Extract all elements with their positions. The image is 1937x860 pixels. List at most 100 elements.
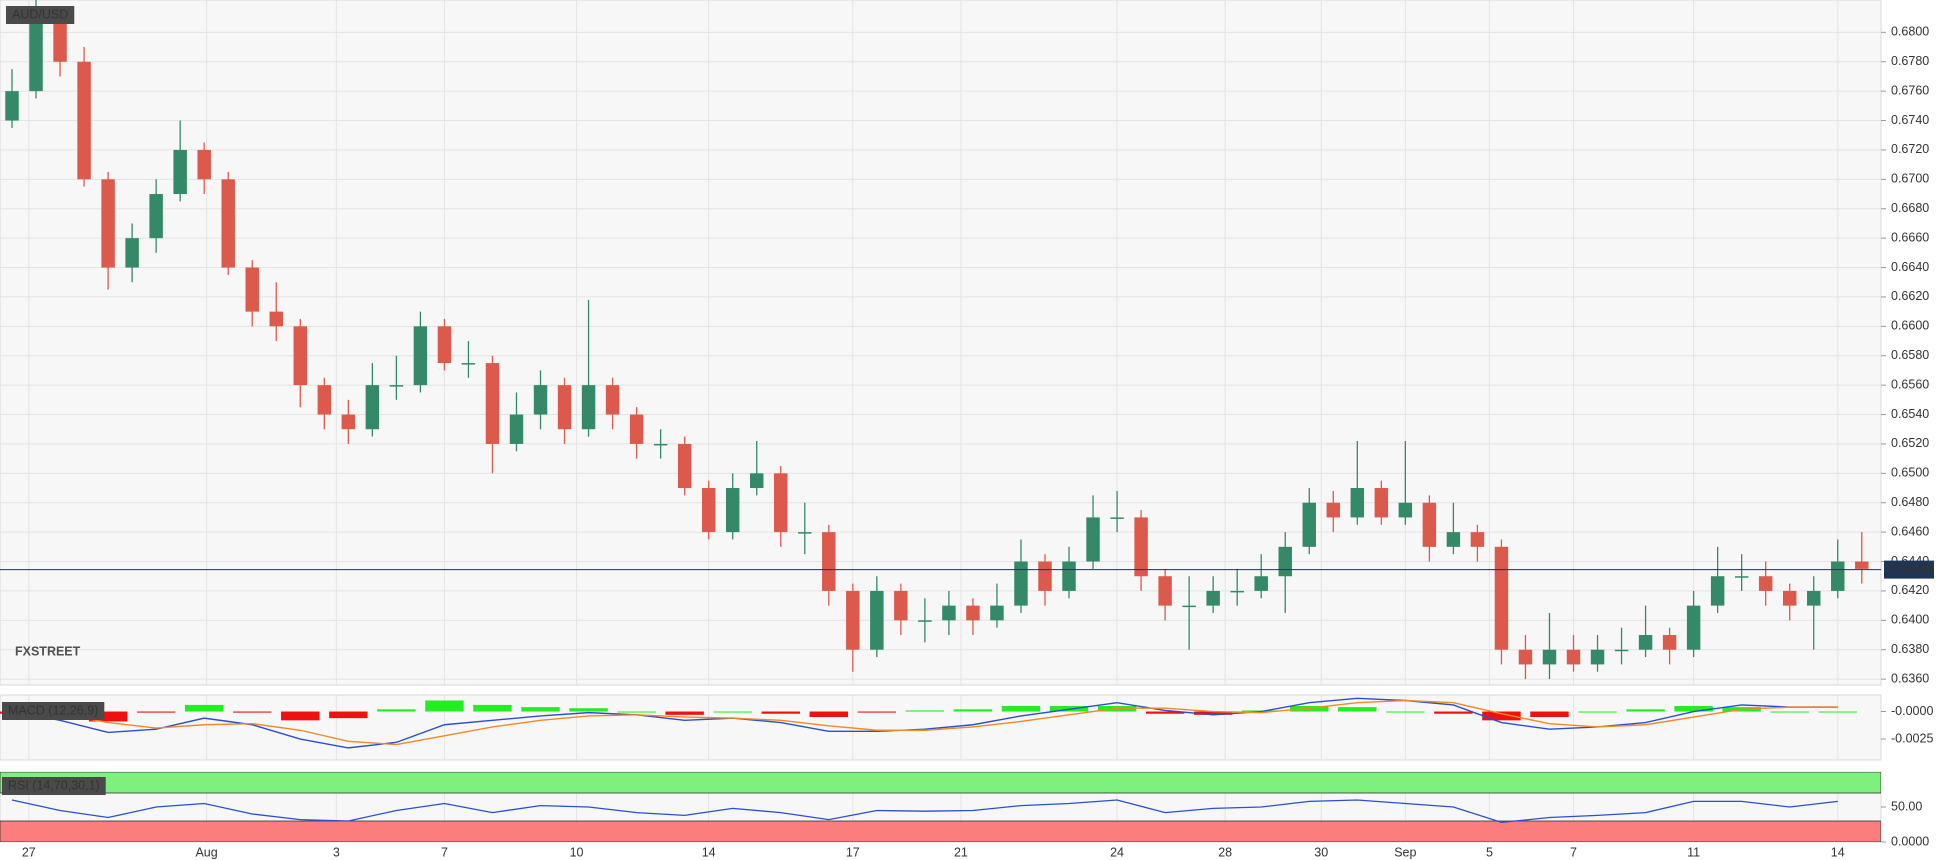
histogram-bar [1145, 711, 1185, 714]
y-tick-label: 0.6380 [1891, 642, 1929, 656]
panel-label-box [2, 702, 105, 720]
x-tick-label: Aug [195, 845, 217, 859]
candle-body [774, 473, 788, 533]
histogram-bar [809, 711, 849, 718]
candle-body [1758, 576, 1773, 591]
histogram-bar [617, 711, 656, 713]
candle-body [894, 590, 908, 621]
last-price-box [1884, 560, 1934, 579]
y-tick-label: 0.6520 [1891, 436, 1929, 450]
histogram-bar [1434, 711, 1473, 714]
indicator-line [11, 699, 1838, 746]
candle-body [1134, 517, 1148, 577]
candle-body [1734, 576, 1749, 578]
histogram-bar [1386, 711, 1425, 713]
x-tick-label: 3 [333, 845, 340, 859]
x-tick-label: 30 [1314, 845, 1328, 859]
candle-body [1855, 561, 1869, 569]
candle-body [1422, 502, 1437, 547]
candle-body [413, 326, 428, 386]
histogram-bar [1001, 706, 1041, 712]
candle-body [990, 605, 1004, 621]
candle-body [1086, 517, 1100, 562]
y-tick-label: -0.0000 [1891, 704, 1933, 718]
panel-label-box [6, 6, 75, 24]
candle-body [53, 17, 67, 62]
histogram-bar [1818, 711, 1857, 713]
candle-body [1494, 546, 1509, 650]
candle-body [749, 473, 764, 489]
candle-body [341, 414, 356, 430]
histogram-bar [233, 711, 272, 713]
candle-body [1110, 517, 1124, 519]
candle-body [822, 532, 836, 591]
histogram-bar [377, 709, 416, 712]
y-tick-label: 0.6640 [1891, 260, 1929, 274]
x-tick-label: 7 [1570, 845, 1577, 859]
panel-label: AUD/USD [12, 7, 68, 21]
candle-body [293, 326, 308, 386]
histogram-bar [1482, 711, 1521, 721]
histogram-bar [521, 707, 560, 712]
candle-body [1686, 605, 1701, 650]
candle-body [870, 590, 884, 650]
candle-body [1374, 488, 1389, 518]
x-tick-label: 28 [1218, 845, 1232, 859]
candle-body [1590, 649, 1605, 665]
histogram-bar [1338, 707, 1377, 712]
rsi-line [11, 799, 1838, 824]
candle-body [461, 363, 476, 365]
y-tick-label: 0.6460 [1891, 524, 1929, 538]
x-tick-label: 24 [1110, 845, 1124, 859]
candle-body [533, 385, 548, 415]
candle-body [173, 149, 187, 195]
candle-body [677, 443, 692, 489]
histogram-bar [88, 711, 128, 722]
candle-body [269, 311, 283, 327]
candle-body [1710, 576, 1725, 606]
histogram-bar [1674, 706, 1713, 712]
candle-body [918, 620, 932, 622]
candle-body [557, 385, 572, 430]
panel-background [0, 0, 1882, 686]
histogram-bar [1770, 711, 1809, 713]
plot-area [0, 695, 1857, 760]
y-tick-label: 0.0000 [1891, 834, 1929, 848]
y-tick-label: 50.00 [1891, 799, 1922, 813]
candle-body [149, 194, 163, 239]
candle-body [1638, 635, 1653, 650]
candle-body [629, 414, 644, 444]
histogram-bar [425, 700, 464, 712]
x-tick-label: 14 [702, 845, 716, 859]
panel-label: RSI (14,70,30,1) [8, 778, 100, 792]
y-tick-label: 0.6740 [1891, 113, 1929, 127]
candle-body [1350, 488, 1365, 518]
x-tick-label: 5 [1486, 845, 1493, 859]
candle-body [1182, 605, 1196, 608]
candle-body [581, 385, 596, 430]
y-tick-label: 0.6560 [1891, 377, 1929, 391]
candle-body [605, 385, 620, 415]
panel-label-box [2, 777, 106, 795]
histogram-bar [1578, 711, 1617, 713]
panel-label: MACD (12,26,9) [8, 703, 98, 717]
y-tick-label: 0.6480 [1891, 495, 1929, 509]
histogram-bar [184, 704, 224, 712]
y-tick-label: 0.6540 [1891, 407, 1929, 421]
candle-body [5, 91, 19, 121]
candle-body [1662, 635, 1677, 650]
candle-body [1782, 590, 1797, 606]
histogram-bar [905, 710, 945, 712]
y-tick-label: 0.6360 [1891, 671, 1929, 685]
histogram-bar [136, 711, 176, 713]
x-tick-label: 11 [1687, 845, 1700, 859]
candle-body [653, 443, 668, 446]
x-tick-label: 27 [22, 845, 36, 859]
candle-body [317, 385, 332, 415]
histogram-bar [1530, 711, 1569, 718]
plot-area [0, 0, 1881, 685]
y-tick-label: 0.6420 [1891, 583, 1929, 597]
x-tick-label: 14 [1831, 845, 1845, 859]
